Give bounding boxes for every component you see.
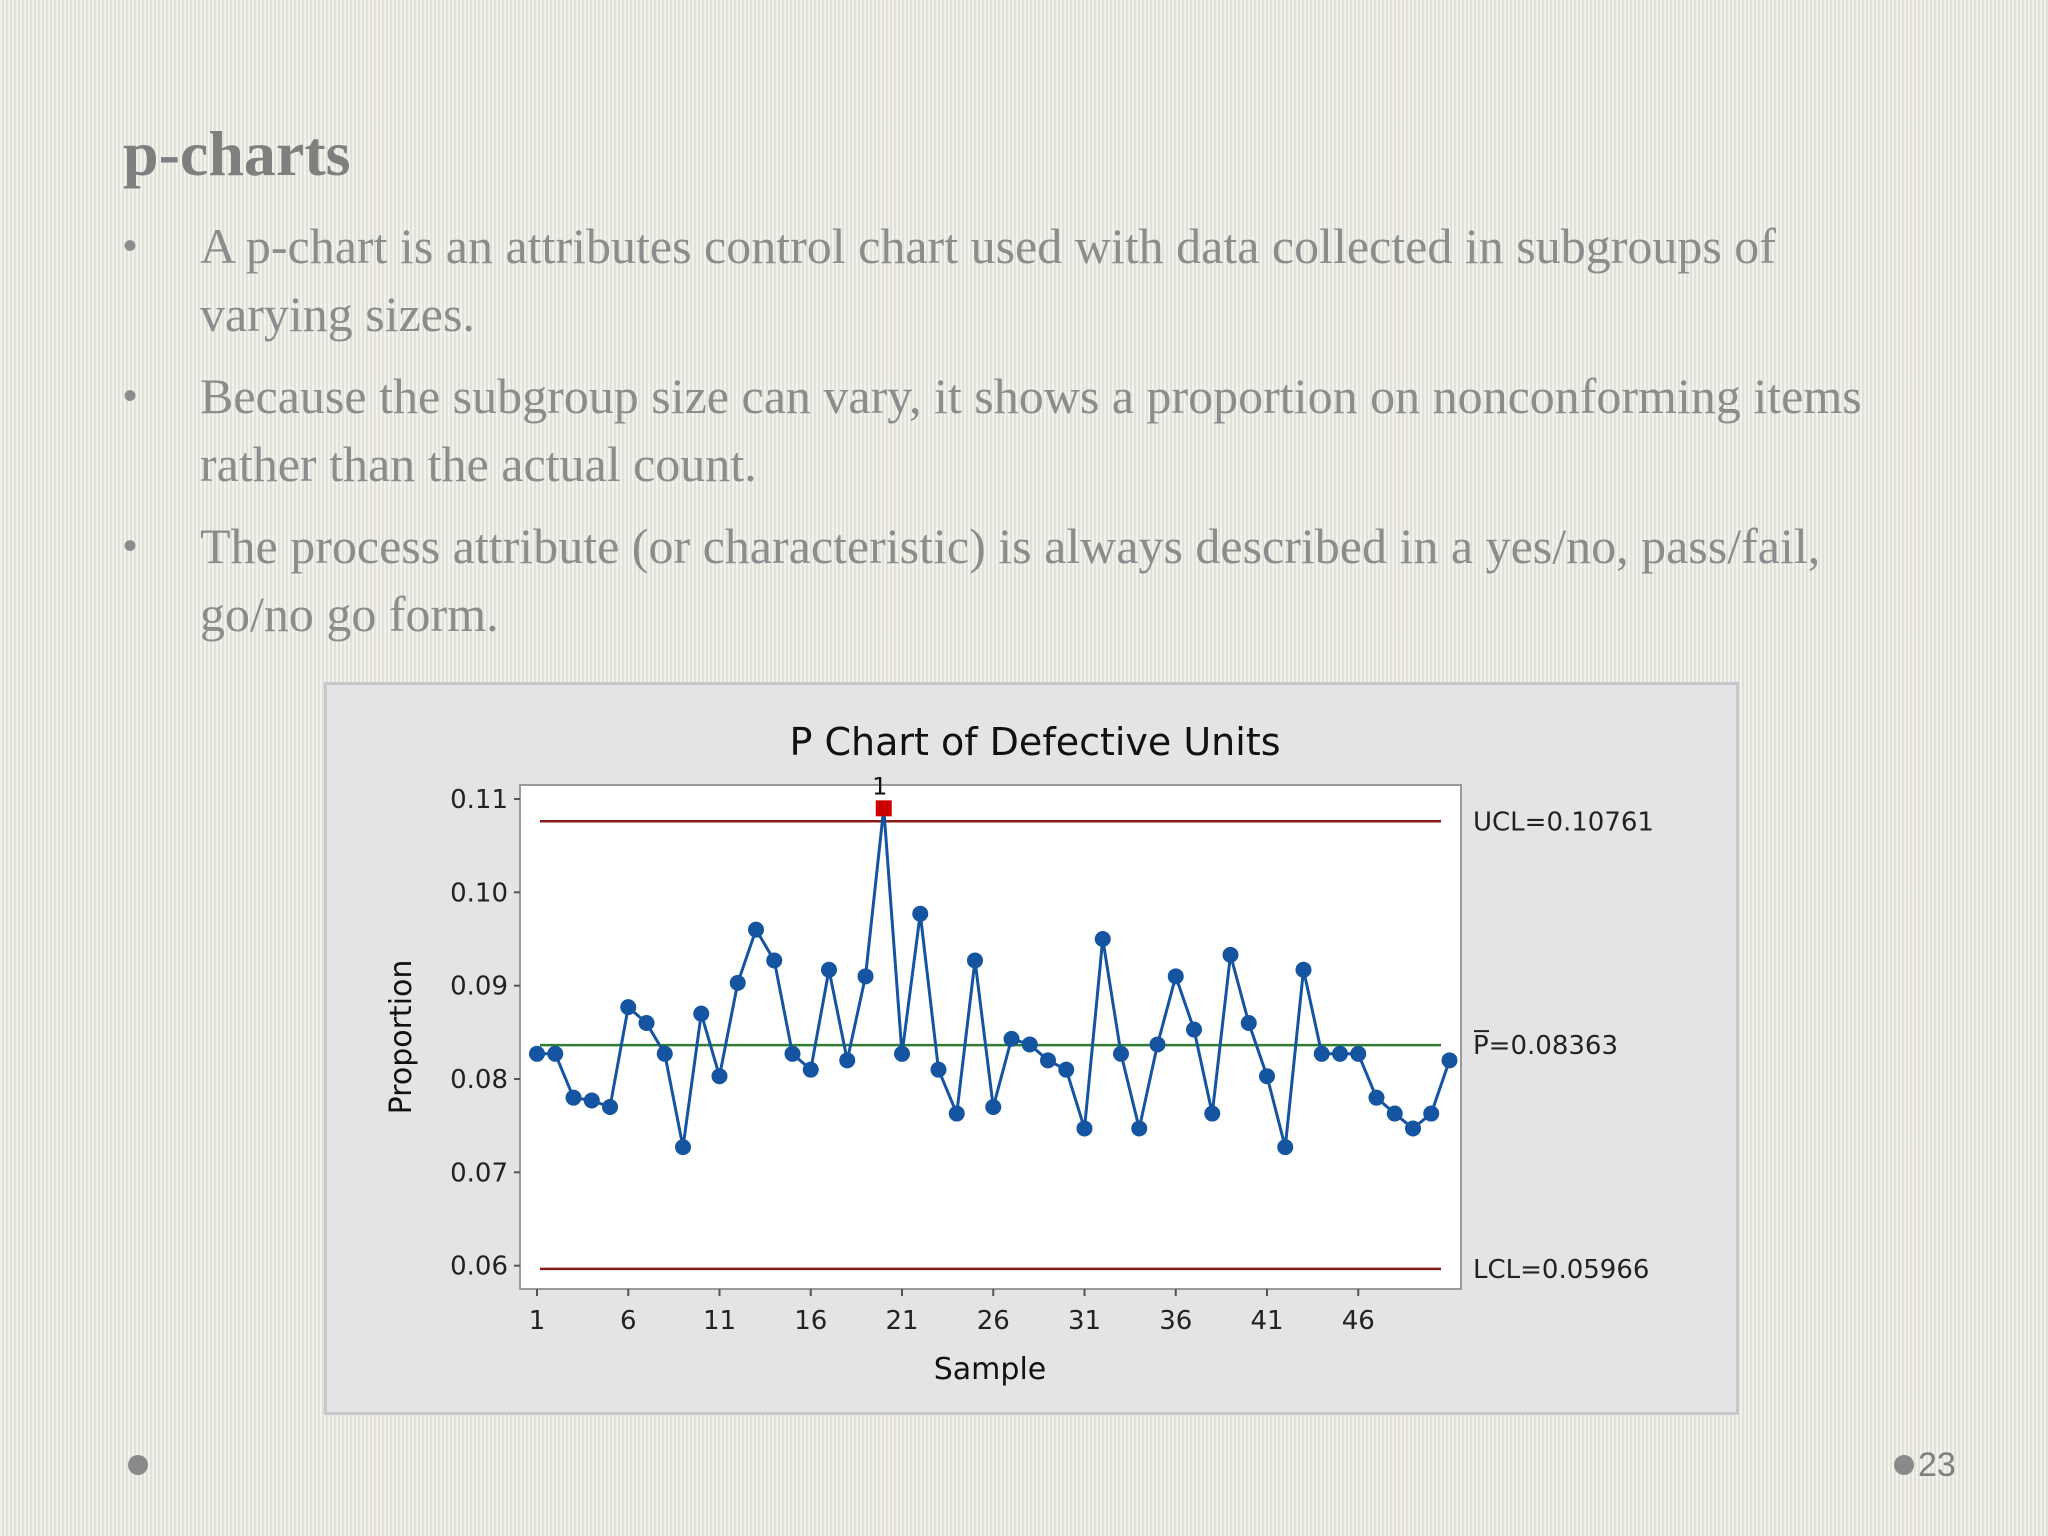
data-point bbox=[930, 1061, 947, 1078]
data-point bbox=[711, 1068, 728, 1085]
bullet-item: • Because the subgroup size can vary, it… bbox=[123, 362, 1883, 498]
control-limits: UCL=0.10761 P=0.08363 LCL=0.05966 bbox=[540, 807, 1654, 1285]
bullet-text: The process attribute (or characteristic… bbox=[200, 518, 1821, 642]
y-axis: 0.06 0.07 0.08 0.09 0.10 0.11 bbox=[450, 785, 520, 1282]
data-point bbox=[1350, 1045, 1367, 1062]
data-point bbox=[602, 1099, 618, 1115]
data-point bbox=[1423, 1105, 1440, 1122]
x-tick-label: 11 bbox=[703, 1306, 736, 1336]
data-point bbox=[948, 1105, 965, 1122]
y-tick-label: 0.06 bbox=[450, 1252, 508, 1282]
data-point bbox=[1222, 946, 1239, 963]
data-point bbox=[620, 999, 637, 1016]
data-point bbox=[985, 1099, 1002, 1115]
data-point bbox=[675, 1139, 691, 1156]
data-point bbox=[583, 1092, 600, 1109]
data-point bbox=[638, 1015, 655, 1031]
data-point bbox=[1386, 1105, 1403, 1122]
bullet-marker: • bbox=[123, 524, 138, 568]
decorative-dot bbox=[128, 1455, 148, 1475]
data-point bbox=[1003, 1030, 1020, 1047]
lcl-label: LCL=0.05966 bbox=[1473, 1255, 1649, 1285]
data-point bbox=[656, 1045, 673, 1062]
slide-title: p-charts bbox=[123, 118, 351, 189]
y-tick-label: 0.08 bbox=[450, 1065, 508, 1095]
x-tick-label: 1 bbox=[529, 1306, 546, 1336]
x-tick-label: 36 bbox=[1159, 1306, 1192, 1336]
data-point bbox=[1076, 1120, 1093, 1137]
y-tick-label: 0.11 bbox=[450, 785, 508, 815]
bullet-item: • A p-chart is an attributes control cha… bbox=[123, 212, 1883, 348]
data-point bbox=[529, 1045, 545, 1062]
data-point bbox=[1167, 968, 1184, 985]
data-point bbox=[1021, 1036, 1038, 1053]
bullet-text: A p-chart is an attributes control chart… bbox=[200, 218, 1776, 342]
data-point bbox=[784, 1045, 801, 1062]
x-tick-label: 41 bbox=[1250, 1306, 1283, 1336]
data-series: 1 bbox=[529, 772, 1458, 1156]
bullet-marker: • bbox=[123, 374, 138, 418]
x-tick-label: 6 bbox=[620, 1306, 637, 1336]
p-chart-panel: P Chart of Defective Units 0.06 0.07 0.08 0… bbox=[324, 682, 1739, 1415]
chart-title: P Chart of Defective Units bbox=[789, 720, 1280, 764]
x-axis-label: Sample bbox=[934, 1352, 1047, 1387]
data-point bbox=[1094, 931, 1111, 947]
page-number: 23 bbox=[1918, 1446, 1956, 1484]
out-of-control-point bbox=[875, 800, 892, 817]
data-point bbox=[1332, 1045, 1348, 1062]
ucl-label: UCL=0.10761 bbox=[1473, 807, 1654, 837]
y-tick-label: 0.09 bbox=[450, 972, 508, 1002]
data-point bbox=[857, 968, 874, 985]
data-point bbox=[565, 1089, 582, 1106]
data-point bbox=[1240, 1015, 1257, 1031]
bullet-text: Because the subgroup size can vary, it s… bbox=[200, 368, 1862, 492]
p-chart: P Chart of Defective Units 0.060.070.080… bbox=[384, 720, 1654, 1387]
data-point bbox=[1405, 1120, 1421, 1137]
data-point bbox=[894, 1045, 910, 1062]
data-point bbox=[693, 1005, 710, 1022]
decorative-dot bbox=[1894, 1455, 1914, 1475]
data-point bbox=[1186, 1021, 1202, 1038]
data-point bbox=[1368, 1089, 1385, 1106]
data-point bbox=[1259, 1068, 1275, 1085]
x-tick-label: 26 bbox=[977, 1306, 1010, 1336]
x-tick-label: 21 bbox=[885, 1306, 918, 1336]
data-point bbox=[547, 1045, 564, 1062]
out-of-control-label: 1 bbox=[872, 772, 887, 800]
data-point bbox=[1040, 1052, 1056, 1069]
data-point bbox=[1204, 1105, 1221, 1122]
data-point bbox=[1313, 1045, 1330, 1062]
x-axis: 1 6 11 16 21 26 31 36 41 46 bbox=[529, 1289, 1375, 1336]
bullet-item: • The process attribute (or characterist… bbox=[123, 512, 1883, 648]
data-point bbox=[1113, 1045, 1129, 1062]
data-point bbox=[766, 952, 783, 969]
data-point bbox=[802, 1061, 819, 1078]
x-tick-label: 16 bbox=[794, 1306, 827, 1336]
data-point bbox=[1058, 1061, 1075, 1078]
data-point bbox=[1295, 961, 1312, 978]
bullet-marker: • bbox=[123, 224, 138, 268]
y-tick-label: 0.07 bbox=[450, 1158, 508, 1188]
data-point bbox=[1131, 1120, 1148, 1137]
y-axis-label: Proportion bbox=[384, 960, 419, 1115]
x-tick-label: 46 bbox=[1342, 1306, 1375, 1336]
x-tick-label: 31 bbox=[1068, 1306, 1101, 1336]
bullet-list: • A p-chart is an attributes control cha… bbox=[123, 212, 1883, 662]
data-point bbox=[967, 952, 983, 969]
y-tick-label: 0.10 bbox=[450, 878, 508, 908]
plot-area bbox=[519, 784, 1462, 1290]
center-label: P=0.08363 bbox=[1473, 1031, 1618, 1061]
data-point bbox=[1441, 1052, 1458, 1069]
data-point bbox=[839, 1052, 856, 1069]
data-point bbox=[1149, 1036, 1166, 1053]
data-point bbox=[729, 974, 746, 991]
data-point bbox=[821, 961, 837, 978]
data-point bbox=[748, 921, 764, 938]
data-point bbox=[912, 905, 929, 922]
data-point bbox=[1277, 1139, 1294, 1156]
